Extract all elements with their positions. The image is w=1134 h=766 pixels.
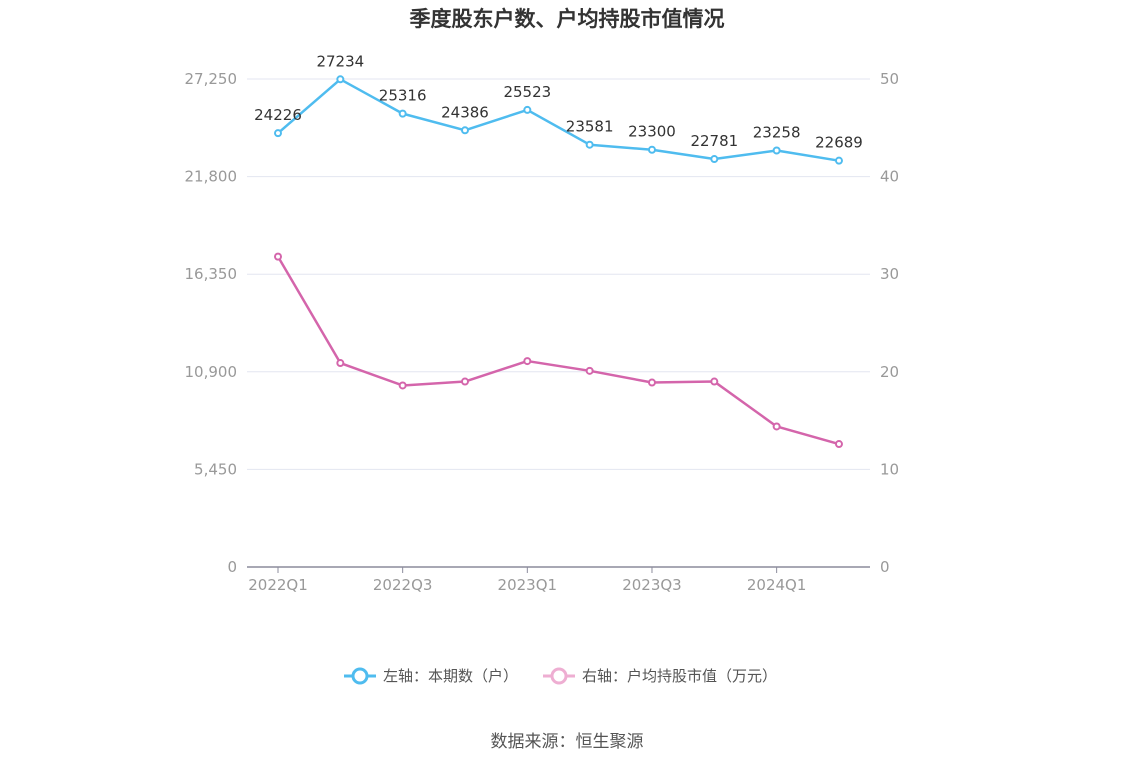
data-point — [647, 145, 656, 154]
left-tick-label: 10,900 — [185, 363, 238, 381]
data-point — [336, 359, 345, 368]
left-tick-label: 27,250 — [185, 70, 238, 88]
right-axis-ticks: 0 10 20 30 40 50 — [880, 70, 899, 576]
data-point — [585, 366, 594, 375]
right-tick-label: 0 — [880, 558, 890, 576]
data-label: 23581 — [566, 118, 614, 136]
data-point — [274, 129, 282, 138]
x-axis-ticks: 2022Q1 2022Q3 2023Q1 2023Q3 2024Q1 — [248, 567, 806, 594]
legend-item-households[interactable]: 左轴：本期数（户） — [344, 667, 518, 685]
x-tick-label: 2023Q1 — [498, 576, 558, 594]
right-tick-label: 20 — [880, 363, 899, 381]
data-point — [772, 422, 781, 431]
data-point — [274, 252, 282, 261]
legend-marker-households — [351, 667, 369, 685]
data-label: 22781 — [690, 132, 738, 150]
data-label: 23258 — [753, 123, 801, 141]
left-axis-ticks: 0 5,450 10,900 16,350 21,800 27,250 — [185, 70, 238, 576]
left-tick-label: 5,450 — [194, 460, 237, 478]
data-point — [834, 440, 843, 449]
x-tick-label: 2022Q3 — [373, 576, 433, 594]
data-point — [710, 377, 719, 386]
x-tick-label: 2022Q1 — [248, 576, 308, 594]
left-tick-label: 0 — [227, 558, 237, 576]
chart-title: 季度股东户数、户均持股市值情况 — [410, 7, 725, 31]
right-tick-label: 30 — [880, 265, 899, 283]
right-tick-label: 40 — [880, 168, 899, 186]
data-point — [523, 357, 532, 366]
legend-label-market-value: 右轴：户均持股市值（万元） — [582, 667, 777, 685]
data-label: 24226 — [254, 106, 302, 124]
data-point — [398, 109, 407, 118]
data-label: 24386 — [441, 103, 489, 121]
data-point — [585, 140, 594, 149]
left-tick-label: 21,800 — [185, 168, 238, 186]
legend-label-households: 左轴：本期数（户） — [383, 667, 518, 685]
data-point — [460, 126, 469, 135]
gridlines — [247, 78, 870, 568]
x-tick-label: 2024Q1 — [747, 576, 807, 594]
left-tick-label: 16,350 — [185, 265, 238, 283]
data-point — [398, 381, 407, 390]
data-point — [523, 105, 532, 114]
series-line-1 — [276, 256, 840, 446]
series-layer: 24226 27234 25316 24386 25523 23581 23300 22781… — [254, 52, 863, 449]
data-point — [710, 155, 719, 164]
data-point — [336, 75, 345, 84]
data-label: 25523 — [503, 83, 551, 101]
data-point — [834, 156, 843, 165]
data-label: 27234 — [316, 52, 364, 70]
legend-marker-market-value — [550, 667, 568, 685]
data-label: 22689 — [815, 134, 863, 152]
data-point — [647, 378, 656, 387]
data-point — [772, 146, 781, 155]
right-tick-label: 50 — [880, 70, 899, 88]
x-tick-label: 2023Q3 — [622, 576, 682, 594]
data-point — [460, 377, 469, 386]
source-note: 数据来源：恒生聚源 — [491, 732, 644, 752]
legend: 左轴：本期数（户） 右轴：户均持股市值（万元） — [344, 667, 777, 685]
series-line-0 — [277, 78, 840, 162]
right-tick-label: 10 — [880, 460, 899, 478]
data-label: 23300 — [628, 123, 676, 141]
legend-item-market-value[interactable]: 右轴：户均持股市值（万元） — [543, 667, 777, 685]
data-label: 25316 — [379, 87, 427, 105]
